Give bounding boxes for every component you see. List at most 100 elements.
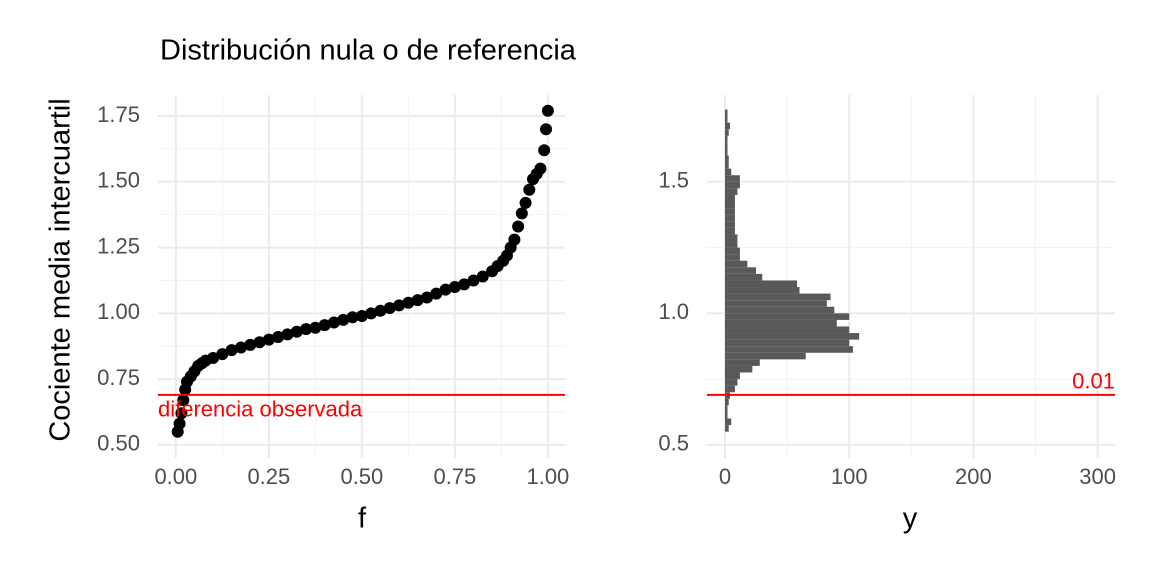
y-tick-label: 1.75 [97,102,140,127]
bar [725,398,729,406]
bar [725,142,728,149]
point [476,270,489,283]
bar [725,333,860,340]
bar [725,240,738,248]
point [534,162,547,175]
point [540,123,553,136]
y-tick-label: 1.00 [97,299,140,324]
bar [725,379,738,386]
point [175,407,188,420]
point [467,274,480,287]
y-tick-label: 1.25 [97,233,140,258]
point [225,344,238,357]
bar [725,194,735,202]
point [374,304,387,317]
x-tick-label: 200 [955,464,992,489]
x-tick-label: 0 [719,464,731,489]
point [355,309,368,322]
bar [725,319,837,327]
bar [725,208,735,215]
y-tick-label: 1.0 [658,299,689,324]
point [272,331,285,343]
bar [725,175,740,182]
x-axis-title: f [358,503,367,535]
point [538,144,551,157]
point [318,319,331,332]
bar [725,425,729,432]
point [216,348,229,361]
bar [725,201,735,209]
bar [725,214,735,222]
point [290,325,303,338]
point [523,183,536,196]
x-axis-title: y [903,503,918,535]
bar [725,260,748,268]
point [327,316,340,329]
point [541,104,554,117]
point [207,352,220,365]
bar [725,109,728,117]
bar [725,365,753,373]
point [515,207,528,220]
bar [725,293,831,301]
y-tick-label: 0.50 [97,431,140,456]
bar [725,247,740,255]
point [300,323,313,336]
point [393,299,406,312]
x-tick-label: 0.25 [247,464,290,489]
point [402,296,415,309]
x-tick-label: 1.00 [526,464,569,489]
bar [725,162,729,169]
y-tick-label: 0.5 [658,431,689,456]
bar [725,418,732,426]
bar [725,359,760,366]
point [383,302,396,315]
bar [725,168,732,176]
point [430,287,443,300]
bar [725,148,728,156]
bar [725,352,806,360]
y-tick-label: 1.5 [658,168,689,193]
point [439,283,452,296]
bar [725,300,827,307]
bar [725,372,740,380]
x-tick-label: 0.50 [340,464,383,489]
bar [725,116,728,123]
point [281,328,294,341]
y-tick-label: 0.75 [97,365,140,390]
point [234,341,247,354]
bar [725,122,730,130]
point [519,196,532,209]
chart-title: Distribución nula o de referencia [160,35,577,67]
point [262,333,275,346]
point [177,394,190,407]
point [508,233,521,246]
bar [725,129,729,136]
point [365,307,378,320]
x-tick-label: 100 [831,464,868,489]
bar [725,188,738,195]
x-tick-label: 0.00 [154,464,197,489]
bar [725,287,800,294]
point [244,338,257,351]
y-tick-label: 1.50 [97,168,140,193]
bar [725,267,757,274]
x-tick-label: 300 [1079,464,1116,489]
bar [725,346,853,353]
point [309,321,322,334]
bar [725,385,735,393]
bar [725,405,728,412]
y-axis-title: Cociente media intercuartil [45,98,77,441]
point [337,313,350,326]
bar [725,313,850,320]
bar [725,273,763,281]
bar [725,155,729,163]
bar [725,326,850,334]
bar [725,411,728,419]
reference-label: diferencia observada [158,397,363,422]
point [512,220,525,233]
bar [725,221,735,228]
point [458,278,471,291]
bar [725,306,835,314]
